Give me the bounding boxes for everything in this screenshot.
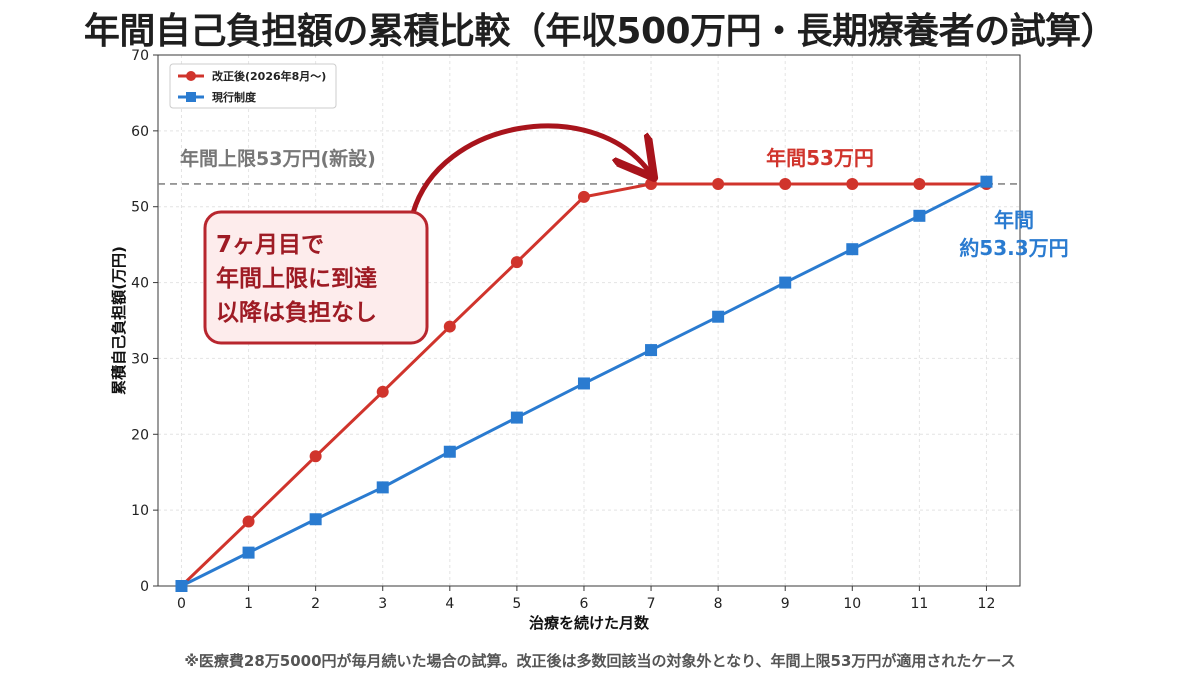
legend: 改正後(2026年8月〜) 現行制度 — [169, 63, 337, 109]
y-tick-label: 50 — [131, 200, 149, 216]
x-tick-label: 8 — [714, 596, 723, 612]
x-tick-label: 11 — [910, 596, 928, 612]
legend-box — [169, 63, 337, 109]
x-axis-label: 治療を続けた月数 — [529, 614, 650, 632]
legend-marker-reform — [186, 71, 196, 81]
callout-box — [203, 210, 429, 345]
y-tick-label: 10 — [131, 503, 149, 519]
y-tick-label: 60 — [131, 124, 149, 140]
y-tick-label: 70 — [131, 48, 149, 64]
data-point-current — [712, 310, 725, 323]
callout-text: 7ヶ月目で — [216, 232, 324, 258]
x-tick-label: 4 — [445, 596, 454, 612]
data-point-reform — [645, 177, 658, 190]
x-tick-label: 12 — [978, 596, 996, 612]
data-point-reform — [577, 190, 590, 203]
data-point-reform — [376, 385, 389, 398]
data-point-reform — [712, 177, 725, 190]
current-total-value: 約53.3万円 — [959, 236, 1068, 260]
y-tick-label: 40 — [131, 276, 149, 292]
data-point-current — [242, 546, 255, 559]
y-tick-label: 20 — [131, 427, 149, 443]
y-axis-label: 累積自己負担額(万円) — [110, 246, 128, 395]
data-point-current — [980, 175, 993, 188]
data-point-reform — [510, 256, 523, 269]
data-point-reform — [779, 177, 792, 190]
data-point-reform — [242, 515, 255, 528]
data-point-reform — [309, 450, 322, 463]
data-point-current — [510, 411, 523, 424]
legend-label: 改正後(2026年8月〜) — [212, 69, 326, 83]
data-point-current — [577, 377, 590, 390]
callout-arrow — [410, 123, 648, 216]
cap-reference-line: 年間上限53万円(新設) — [158, 147, 1020, 185]
x-tick-label: 7 — [647, 596, 656, 612]
x-tick-label: 2 — [311, 596, 320, 612]
x-tick-label: 9 — [781, 596, 790, 612]
data-point-current — [913, 209, 926, 222]
cap-line-label: 年間上限53万円(新設) — [180, 147, 376, 170]
data-point-reform — [443, 320, 456, 333]
y-tick-label: 30 — [131, 351, 149, 367]
reform-total-label: 年間53万円 — [766, 146, 874, 170]
data-point-current — [779, 276, 792, 289]
series-lines — [175, 175, 993, 592]
footnote: ※医療費28万5000円が毎月続いた場合の試算。改正後は多数回該当の対象外となり… — [184, 652, 1016, 670]
x-tick-label: 3 — [378, 596, 387, 612]
x-tick-label: 10 — [843, 596, 861, 612]
data-point-current — [175, 580, 188, 592]
x-tick-label: 6 — [580, 596, 589, 612]
page-title: 年間自己負担額の累積比較（年収500万円・長期療養者の試算） — [83, 11, 1117, 52]
current-total-label: 年間 — [994, 208, 1034, 232]
data-point-current — [376, 481, 389, 494]
data-point-current — [309, 513, 322, 526]
legend-marker-current — [186, 92, 196, 102]
callout-text: 以降は負担なし — [216, 299, 377, 326]
data-point-current — [443, 445, 456, 458]
y-tick-label: 0 — [140, 579, 149, 595]
x-tick-label: 1 — [244, 596, 253, 612]
data-point-reform — [913, 177, 926, 190]
x-tick-label: 5 — [512, 596, 521, 612]
x-tick-label: 0 — [177, 596, 186, 612]
data-point-current — [645, 344, 658, 357]
legend-label: 現行制度 — [212, 90, 257, 104]
data-point-current — [846, 243, 859, 256]
plot-frame — [157, 54, 1021, 587]
callout-text: 年間上限に到達 — [216, 265, 377, 292]
data-point-reform — [846, 177, 859, 190]
